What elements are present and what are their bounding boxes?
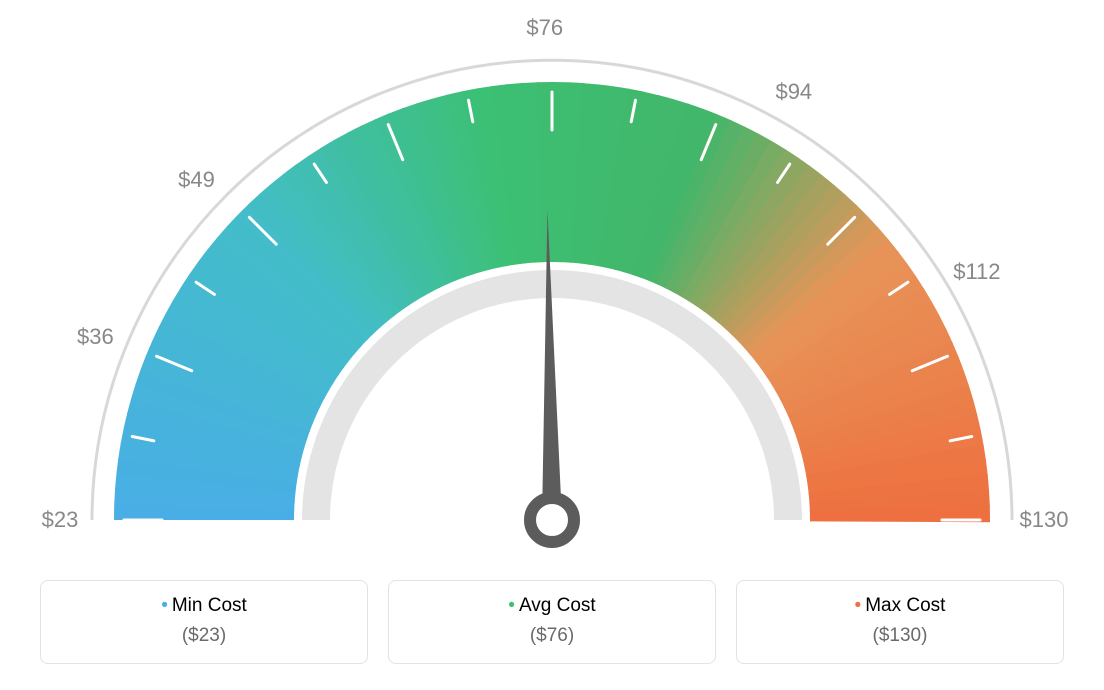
legend-value-min: ($23) (41, 625, 367, 647)
legend-dot-min: • (161, 595, 168, 616)
tick-label: $94 (775, 79, 812, 105)
legend-title-max: •Max Cost (737, 595, 1063, 617)
legend-label-min: Min Cost (172, 595, 247, 616)
tick-label: $130 (1020, 507, 1069, 533)
legend-card-min: •Min Cost ($23) (40, 580, 368, 664)
legend-dot-avg: • (508, 595, 515, 616)
legend-label-max: Max Cost (865, 595, 945, 616)
gauge-chart: $23 $36 $49 $76 $94 $112 $130 (0, 0, 1104, 570)
legend-value-avg: ($76) (389, 625, 715, 647)
tick-label: $49 (178, 167, 215, 193)
legend-title-min: •Min Cost (41, 595, 367, 617)
legend-row: •Min Cost ($23) •Avg Cost ($76) •Max Cos… (40, 580, 1064, 664)
tick-label: $112 (953, 259, 1000, 285)
legend-title-avg: •Avg Cost (389, 595, 715, 617)
legend-value-max: ($130) (737, 625, 1063, 647)
legend-dot-max: • (855, 595, 862, 616)
tick-label: $36 (77, 324, 114, 350)
tick-label: $76 (526, 15, 563, 41)
tick-label: $23 (42, 507, 79, 533)
legend-card-avg: •Avg Cost ($76) (388, 580, 716, 664)
legend-card-max: •Max Cost ($130) (736, 580, 1064, 664)
gauge-svg (0, 0, 1104, 570)
legend-label-avg: Avg Cost (519, 595, 596, 616)
